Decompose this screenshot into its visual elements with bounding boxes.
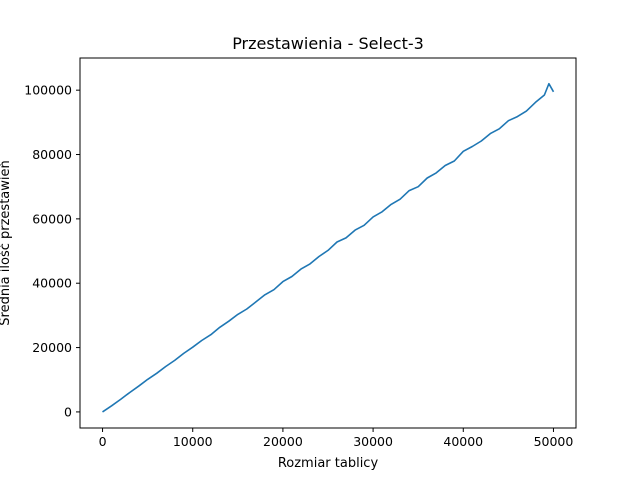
y-tick-label: 40000 [32,276,72,291]
y-axis-label: Średnia ilość przestawień [0,160,13,325]
series-layer [102,82,555,413]
x-tick-label: 20000 [263,434,303,449]
x-tick-label: 30000 [353,434,393,449]
y-tick-label: 20000 [32,340,72,355]
x-axis-label: Rozmiar tablicy [278,456,379,471]
plot-frame [79,57,577,429]
y-tick-label: 80000 [32,147,72,162]
y-axis: 0 20000 40000 60000 80000 100000 [24,83,80,419]
x-tick-label: 50000 [534,434,574,449]
y-tick-label: 100000 [24,83,72,98]
series-line-0 [102,82,555,413]
x-tick-label: 0 [99,434,107,449]
x-axis: 0 10000 20000 30000 40000 50000 [99,428,574,449]
x-tick-label: 10000 [173,434,213,449]
y-tick-label: 0 [64,404,72,419]
chart-title: Przestawienia - Select-3 [232,34,424,53]
x-tick-label: 40000 [443,434,483,449]
y-tick-label: 60000 [32,211,72,226]
